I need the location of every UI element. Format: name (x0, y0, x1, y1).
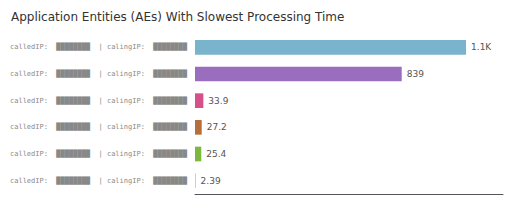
svg-text:calledIP: ████████ | calingI: calledIP: ████████ | calingIP: ████████ (10, 122, 188, 131)
svg-text:calledIP: ████████ | calingI: calledIP: ████████ | calingIP: ████████ (10, 42, 188, 51)
svg-text:25.4: 25.4 (206, 149, 226, 159)
svg-text:calledIP: ████████ | calingI: calledIP: ████████ | calingIP: ████████ (10, 96, 188, 105)
svg-text:Application Entities (AEs) Wit: Application Entities (AEs) With Slowest … (11, 10, 344, 24)
svg-text:1.1K: 1.1K (471, 42, 492, 52)
svg-text:calledIP: ████████ | calingI: calledIP: ████████ | calingIP: ████████ (10, 69, 188, 78)
svg-text:calledIP: ████████ | calingI: calledIP: ████████ | calingIP: ████████ (10, 149, 188, 158)
svg-text:2.39: 2.39 (201, 176, 221, 186)
svg-text:839: 839 (407, 69, 424, 79)
svg-text:27.2: 27.2 (207, 122, 227, 132)
svg-text:33.9: 33.9 (208, 96, 228, 106)
svg-text:calledIP: ████████ | calingI: calledIP: ████████ | calingIP: ████████ (10, 176, 188, 185)
